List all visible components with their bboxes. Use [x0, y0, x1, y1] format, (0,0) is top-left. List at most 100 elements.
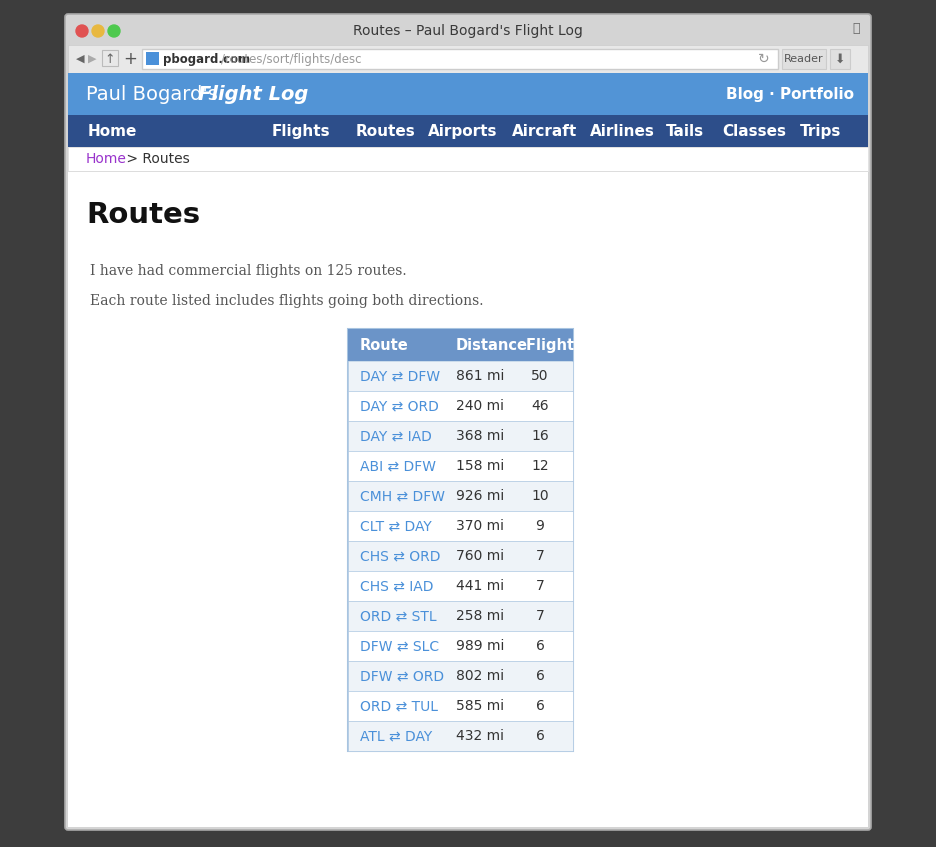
Text: CHS ⇄ ORD: CHS ⇄ ORD — [360, 549, 441, 563]
Text: Blog · Portfolio: Blog · Portfolio — [726, 86, 854, 102]
Text: > Routes: > Routes — [122, 152, 190, 166]
Bar — [348, 481, 573, 511]
Text: Home: Home — [88, 124, 138, 139]
Bar — [348, 691, 573, 721]
Text: 258 mi: 258 mi — [456, 609, 505, 623]
Bar — [68, 115, 868, 147]
Bar — [348, 421, 573, 451]
Circle shape — [76, 25, 88, 37]
Bar — [348, 511, 573, 541]
Text: 760 mi: 760 mi — [456, 549, 505, 563]
Bar — [782, 49, 826, 69]
Text: Aircraft: Aircraft — [512, 124, 578, 139]
Bar — [68, 17, 868, 45]
Text: Tails: Tails — [666, 124, 704, 139]
Text: ▶: ▶ — [88, 54, 96, 64]
Text: 7: 7 — [535, 609, 545, 623]
Text: 368 mi: 368 mi — [456, 429, 505, 443]
Text: 585 mi: 585 mi — [456, 699, 505, 713]
Text: 9: 9 — [535, 519, 545, 533]
Text: 989 mi: 989 mi — [456, 639, 505, 653]
Bar — [348, 631, 573, 661]
Text: pbogard.com: pbogard.com — [163, 53, 250, 65]
Text: 46: 46 — [532, 399, 548, 413]
Text: ↑: ↑ — [105, 53, 115, 65]
Text: Flights ▾: Flights ▾ — [526, 337, 595, 352]
Text: Airlines: Airlines — [590, 124, 655, 139]
Text: 7: 7 — [535, 579, 545, 593]
Text: ATL ⇄ DAY: ATL ⇄ DAY — [360, 729, 432, 743]
Bar — [102, 50, 118, 66]
Text: /routes/sort/flights/desc: /routes/sort/flights/desc — [221, 53, 361, 65]
Bar — [68, 171, 868, 172]
Text: 240 mi: 240 mi — [456, 399, 504, 413]
Text: ORD ⇄ STL: ORD ⇄ STL — [360, 609, 436, 623]
Text: DFW ⇄ ORD: DFW ⇄ ORD — [360, 669, 444, 683]
Text: 16: 16 — [531, 429, 548, 443]
Text: CHS ⇄ IAD: CHS ⇄ IAD — [360, 579, 433, 593]
Text: ABI ⇄ DFW: ABI ⇄ DFW — [360, 459, 436, 473]
Bar — [348, 601, 573, 631]
Bar — [68, 147, 868, 171]
Text: 6: 6 — [535, 669, 545, 683]
Text: Home: Home — [86, 152, 127, 166]
Text: Routes – Paul Bogard's Flight Log: Routes – Paul Bogard's Flight Log — [353, 24, 583, 38]
Text: ◀: ◀ — [76, 54, 84, 64]
Text: 432 mi: 432 mi — [456, 729, 504, 743]
FancyBboxPatch shape — [65, 14, 871, 830]
Text: Routes: Routes — [86, 201, 200, 229]
Text: 6: 6 — [535, 729, 545, 743]
Bar — [146, 52, 159, 65]
Bar — [68, 73, 868, 115]
Bar — [830, 49, 850, 69]
Text: Distance: Distance — [456, 337, 528, 352]
Text: CLT ⇄ DAY: CLT ⇄ DAY — [360, 519, 431, 533]
Text: 926 mi: 926 mi — [456, 489, 505, 503]
Text: ORD ⇄ TUL: ORD ⇄ TUL — [360, 699, 438, 713]
Text: 12: 12 — [532, 459, 548, 473]
Text: 6: 6 — [535, 699, 545, 713]
Text: 10: 10 — [532, 489, 548, 503]
Text: 158 mi: 158 mi — [456, 459, 505, 473]
Text: Flights: Flights — [272, 124, 330, 139]
Text: Flight Log: Flight Log — [198, 85, 308, 103]
Text: 50: 50 — [532, 369, 548, 383]
Bar — [348, 661, 573, 691]
Text: +: + — [123, 50, 137, 68]
Bar — [348, 329, 573, 361]
Text: I have had commercial flights on 125 routes.: I have had commercial flights on 125 rou… — [90, 264, 406, 278]
Text: DAY ⇄ DFW: DAY ⇄ DFW — [360, 369, 440, 383]
Bar — [348, 451, 573, 481]
Text: ⬇: ⬇ — [835, 53, 845, 65]
Text: Route: Route — [360, 337, 409, 352]
Bar — [348, 571, 573, 601]
Text: DAY ⇄ IAD: DAY ⇄ IAD — [360, 429, 431, 443]
Bar — [68, 45, 868, 73]
Text: 370 mi: 370 mi — [456, 519, 504, 533]
Text: Paul Bogard's: Paul Bogard's — [86, 85, 224, 103]
Text: Trips: Trips — [800, 124, 841, 139]
Text: CMH ⇄ DFW: CMH ⇄ DFW — [360, 489, 445, 503]
Text: Routes: Routes — [356, 124, 416, 139]
Bar — [348, 329, 573, 751]
Text: DAY ⇄ ORD: DAY ⇄ ORD — [360, 399, 439, 413]
Circle shape — [92, 25, 104, 37]
Text: ↻: ↻ — [758, 52, 769, 66]
Bar — [348, 361, 573, 391]
Text: 802 mi: 802 mi — [456, 669, 505, 683]
Text: 441 mi: 441 mi — [456, 579, 505, 593]
Text: 7: 7 — [535, 549, 545, 563]
Text: DFW ⇄ SLC: DFW ⇄ SLC — [360, 639, 439, 653]
Text: Each route listed includes flights going both directions.: Each route listed includes flights going… — [90, 294, 484, 308]
Bar — [348, 391, 573, 421]
Text: Reader: Reader — [784, 54, 824, 64]
Text: ⤢: ⤢ — [853, 22, 860, 35]
Bar — [68, 171, 868, 827]
Text: 6: 6 — [535, 639, 545, 653]
Circle shape — [108, 25, 120, 37]
Bar — [348, 721, 573, 751]
Text: Airports: Airports — [428, 124, 498, 139]
Text: Classes: Classes — [722, 124, 786, 139]
Text: 861 mi: 861 mi — [456, 369, 505, 383]
Bar — [142, 49, 778, 69]
